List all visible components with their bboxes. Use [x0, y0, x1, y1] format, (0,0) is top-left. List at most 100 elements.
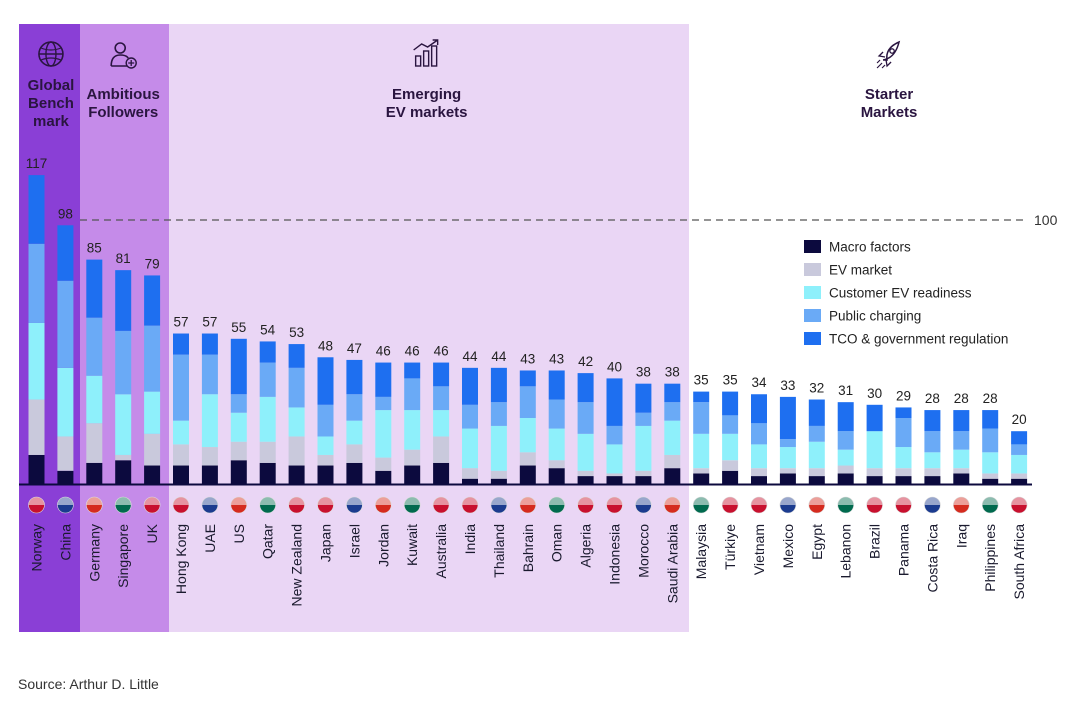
value-label-14: 46: [434, 344, 449, 359]
bar-segment-norway-1: [28, 399, 45, 455]
flag-icon-13: [403, 496, 421, 514]
bar-segment-algeria-2: [577, 433, 594, 471]
bar-segment-bahrain-3: [519, 386, 536, 418]
bar-segment-oman-0: [548, 468, 565, 484]
legend-label-0: Macro factors: [829, 240, 911, 255]
bar-segment-qatar-3: [259, 362, 276, 397]
flag-icon-20: [606, 496, 623, 514]
bar-segment-hong-kong-1: [173, 444, 189, 466]
bar-segment-vietnam-3: [751, 423, 767, 445]
flag-icon-22: [663, 496, 681, 514]
bar-segment-iraq-3: [953, 431, 970, 450]
country-label-0: Norway: [29, 524, 45, 571]
bar-segment-lebanon-2: [837, 449, 854, 466]
flag-icon-25: [750, 496, 768, 514]
country-label-31: Costa Rica: [924, 524, 940, 593]
bar-segment-new-zealand-3: [288, 367, 305, 408]
bar-segment-jordan-4: [375, 362, 392, 397]
bar-segment-germany-3: [86, 317, 103, 376]
country-label-19: Algeria: [578, 524, 594, 568]
bar-segment-vietnam-4: [751, 394, 767, 424]
flag-icon-17: [519, 496, 537, 514]
country-label-23: Malaysia: [693, 524, 709, 579]
bar-segment-uk-2: [144, 391, 161, 434]
bar-segment-hong-kong-3: [173, 354, 189, 421]
flag-icon-28: [837, 496, 855, 514]
legend-swatch-3: [804, 309, 821, 322]
country-label-28: Lebanon: [838, 524, 854, 579]
country-label-3: Singapore: [115, 524, 131, 588]
flag-icon-8: [259, 496, 277, 514]
country-label-21: Morocco: [635, 524, 651, 578]
bar-segment-oman-3: [548, 399, 565, 429]
bar-segment-germany-0: [86, 462, 103, 484]
country-label-10: Japan: [318, 524, 334, 562]
value-label-6: 57: [202, 315, 217, 330]
bar-segment-us-1: [230, 441, 247, 461]
bar-segment-morocco-4: [635, 383, 652, 413]
bar-segment-south-africa-4: [1011, 431, 1028, 445]
bar-segment-algeria-1: [577, 470, 594, 477]
legend-swatch-4: [804, 332, 821, 345]
bar-segment-us-2: [230, 412, 247, 442]
bar-segment-philippines-4: [982, 410, 999, 429]
value-label-0: 117: [26, 156, 48, 171]
country-flags: [28, 496, 1028, 514]
bar-segment-kuwait-0: [404, 465, 421, 484]
flag-icon-9: [288, 496, 305, 514]
bar-segment-new-zealand-0: [288, 465, 305, 484]
country-label-20: Indonesia: [607, 524, 623, 585]
flag-icon-4: [143, 496, 161, 514]
bar-segment-malaysia-0: [693, 473, 710, 484]
bar-segment-kuwait-1: [404, 449, 421, 466]
value-label-2: 85: [87, 241, 102, 256]
bar-segment-germany-2: [86, 375, 103, 424]
group-title-2-line-1: EV markets: [386, 104, 468, 121]
bar-segment-brazil-1: [866, 468, 883, 477]
bar-segment-iraq-2: [953, 449, 970, 469]
country-label-8: Qatar: [260, 524, 276, 559]
bar-segment-singapore-1: [115, 454, 132, 461]
value-label-30: 29: [896, 388, 911, 403]
bar-segment-south-africa-2: [1011, 454, 1028, 474]
value-label-8: 54: [260, 322, 276, 337]
country-label-2: Germany: [86, 524, 102, 582]
bar-segment-uae-2: [201, 394, 218, 448]
bar-segment-us-0: [230, 460, 247, 484]
bar-segment-australia-2: [433, 410, 450, 437]
bar-segment-jordan-0: [375, 470, 392, 484]
flag-icon-5: [172, 496, 190, 514]
bar-segment-brazil-2: [866, 431, 883, 469]
flag-icon-14: [432, 496, 450, 514]
bar-segment-qatar-4: [259, 341, 276, 363]
country-label-7: US: [231, 524, 247, 543]
bar-segment-uae-4: [201, 333, 218, 355]
country-label-13: Kuwait: [404, 524, 420, 566]
legend-label-3: Public charging: [829, 309, 921, 324]
bar-segment-malaysia-3: [693, 402, 710, 434]
bar-segment-costa-rica-1: [924, 468, 941, 477]
bar-segment-egypt-4: [808, 399, 825, 426]
bar-segment-indonesia-0: [606, 476, 623, 484]
bar-segment-new-zealand-4: [288, 344, 305, 368]
bar-segment-vietnam-0: [751, 476, 767, 484]
bar-segment-indonesia-2: [606, 444, 623, 474]
value-label-13: 46: [405, 344, 420, 359]
bar-segment-malaysia-4: [693, 391, 710, 403]
bar-segment-lebanon-4: [837, 402, 854, 432]
bar-segment-oman-2: [548, 428, 565, 461]
country-label-14: Australia: [433, 524, 449, 579]
legend-swatch-2: [804, 286, 821, 299]
value-label-5: 57: [173, 315, 188, 330]
bar-segment-thailand-2: [490, 425, 507, 471]
flag-icon-30: [895, 496, 912, 514]
flag-icon-21: [635, 496, 652, 514]
bar-segment-japan-1: [317, 454, 334, 466]
bar-segment-israel-2: [346, 420, 363, 445]
country-label-32: Iraq: [953, 524, 969, 548]
flag-icon-11: [346, 496, 363, 514]
flag-icon-1: [57, 496, 74, 514]
bar-segment-oman-1: [548, 460, 565, 469]
flag-icon-7: [230, 496, 248, 514]
